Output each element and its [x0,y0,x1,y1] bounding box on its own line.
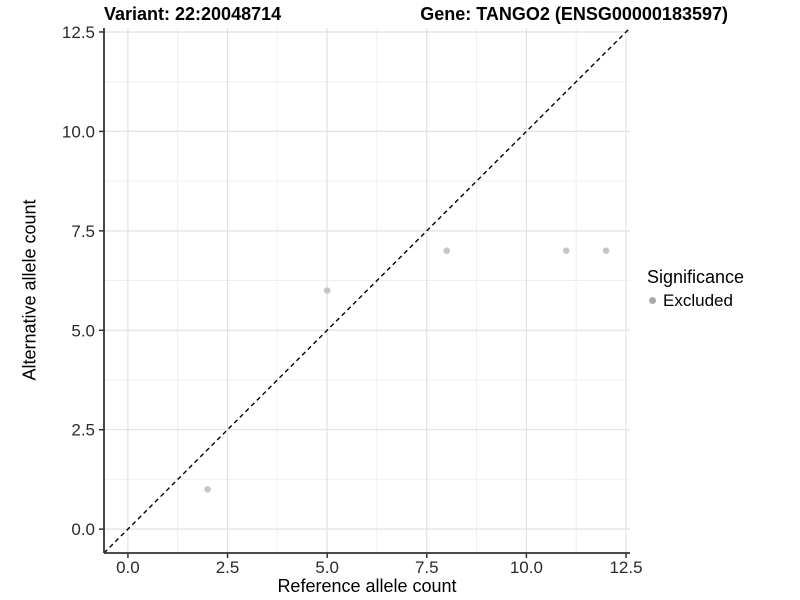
legend-point-icon [649,297,656,304]
y-tick-label: 7.5 [71,222,95,241]
x-tick-label: 5.0 [315,558,339,577]
identity-dashed-line [103,27,631,554]
legend-title: Significance [647,267,745,287]
x-tick-label: 10.0 [510,558,543,577]
plot-title-variant: Variant: 22:20048714 [104,4,282,24]
legend-entry-excluded: Excluded [647,290,744,311]
plot-title-gene: Gene: TANGO2 (ENSG00000183597) [420,4,728,24]
y-tick-label: 5.0 [71,321,95,340]
x-tick-label: 12.5 [609,558,642,577]
y-axis-title: Alternative allele count [19,199,40,381]
legend-entry-label: Excluded [663,291,733,310]
data-point [443,247,450,255]
y-tick-label: 0.0 [71,520,95,539]
plot-title-row: Variant: 22:20048714 Gene: TANGO2 (ENSG0… [104,4,728,25]
x-tick-label: 7.5 [415,558,439,577]
x-tick-label: 0.0 [116,558,140,577]
data-point [602,247,610,255]
y-tick-label: 2.5 [71,421,95,440]
y-tick-label: 12.5 [62,23,95,42]
x-tick-label: 2.5 [216,558,240,577]
legend: Significance Excluded [647,267,744,311]
x-axis-title: Reference allele count [277,576,457,596]
data-point [204,486,211,493]
data-point [323,287,331,294]
data-point [562,247,570,255]
y-tick-label: 10.0 [62,122,95,141]
